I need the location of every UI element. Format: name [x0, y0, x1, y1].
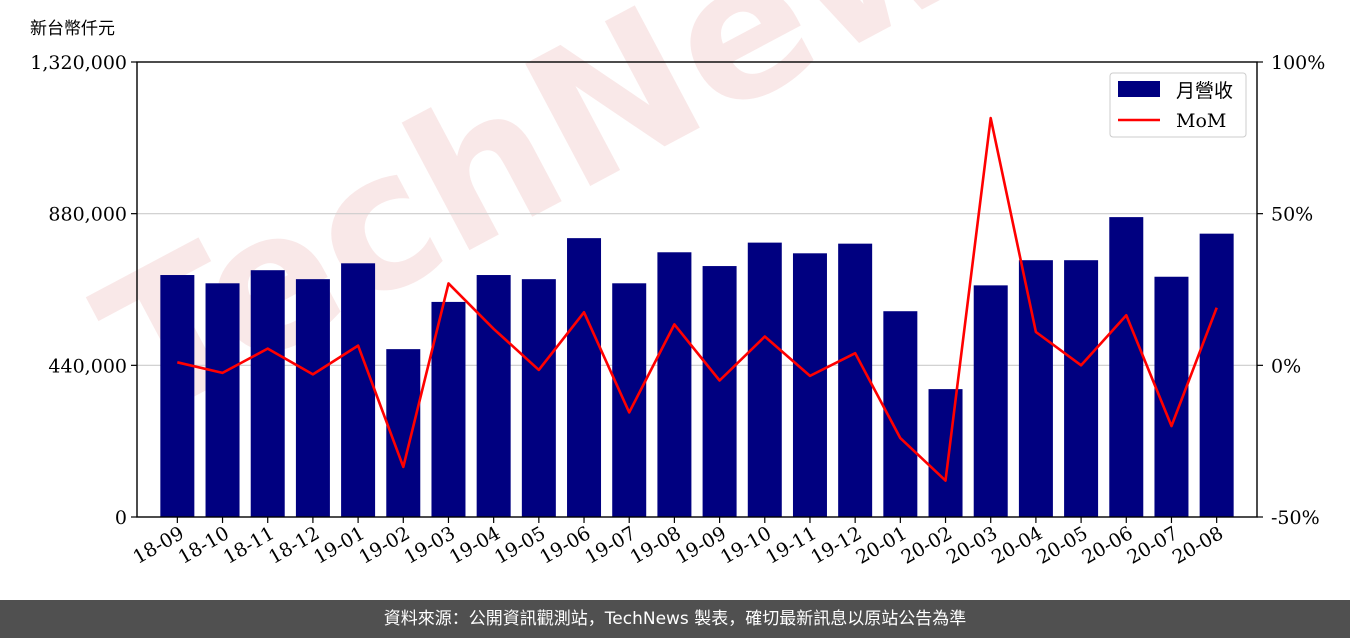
bar [476, 275, 511, 517]
bar [250, 270, 285, 517]
bar-series [160, 217, 1234, 518]
bar [612, 283, 647, 517]
legend-label-revenue: 月營收 [1176, 80, 1233, 102]
x-tick-label: 19-06 [536, 522, 594, 568]
x-tick-label: 20-08 [1169, 522, 1227, 568]
x-tick-label: 19-01 [310, 522, 368, 568]
x-tick-label: 19-03 [401, 522, 459, 568]
line-series [177, 116, 1218, 482]
x-tick-label: 20-04 [988, 522, 1046, 568]
legend-swatch-bar [1118, 81, 1160, 97]
x-tick-label: 19-09 [672, 522, 730, 568]
x-tick-label: 18-10 [175, 522, 233, 568]
x-tick-label: 19-05 [491, 522, 549, 568]
x-tick-label: 20-01 [852, 522, 910, 568]
bar [973, 285, 1008, 517]
x-tick-label: 20-05 [1033, 522, 1091, 568]
right-tick-label: 0% [1271, 355, 1301, 377]
plot-frame [136, 61, 1258, 518]
right-tick-label: 100% [1271, 52, 1325, 74]
legend: 月營收 MoM [1109, 72, 1247, 138]
x-tick-label: 19-11 [762, 522, 820, 568]
x-tick-label: 19-04 [446, 522, 504, 568]
bar [838, 243, 873, 517]
bar [431, 301, 466, 517]
bar [567, 238, 602, 518]
legend-label-mom: MoM [1176, 110, 1226, 132]
x-tick-label: 18-09 [129, 522, 187, 568]
left-tick-label: 0 [115, 507, 127, 529]
bar [1199, 233, 1234, 517]
bar [205, 283, 240, 517]
source-footer: 資料來源：公開資訊觀測站，TechNews 製表，確切最新訊息以原站公告為準 [0, 600, 1350, 638]
bar [341, 263, 376, 517]
bar [702, 266, 737, 517]
x-tick-label: 19-10 [717, 522, 775, 568]
x-tick-label: 20-07 [1124, 522, 1182, 568]
left-tick-label: 440,000 [48, 355, 127, 377]
plot-border [136, 61, 1258, 518]
x-tick-label: 20-03 [943, 522, 1001, 568]
bar [928, 389, 963, 517]
bar [747, 242, 782, 517]
bar [160, 275, 195, 517]
y-axis-unit-label: 新台幣仟元 [30, 19, 115, 39]
x-tick-label: 19-02 [355, 522, 413, 568]
mom-line [177, 116, 1218, 482]
bar [295, 279, 330, 517]
right-tick-label: 50% [1271, 204, 1313, 226]
bar [1018, 260, 1053, 517]
bar [1109, 217, 1144, 517]
x-tick-label: 20-02 [898, 522, 956, 568]
x-tick-label: 19-07 [581, 522, 639, 568]
x-tick-label: 19-08 [626, 522, 684, 568]
bar [657, 252, 692, 518]
x-tick-label: 18-11 [220, 522, 278, 568]
bar [1064, 260, 1099, 517]
x-tick-label: 19-12 [807, 522, 865, 568]
left-tick-label: 1,320,000 [30, 52, 127, 74]
left-tick-label: 880,000 [48, 204, 127, 226]
bar [792, 253, 827, 517]
bar [521, 279, 556, 517]
right-tick-label: -50% [1271, 507, 1320, 529]
x-tick-label: 20-06 [1078, 522, 1136, 568]
x-tick-label: 18-12 [265, 522, 323, 568]
chart: TechNews 0440,000880,0001,320,000-50%0%5… [30, 0, 1325, 569]
